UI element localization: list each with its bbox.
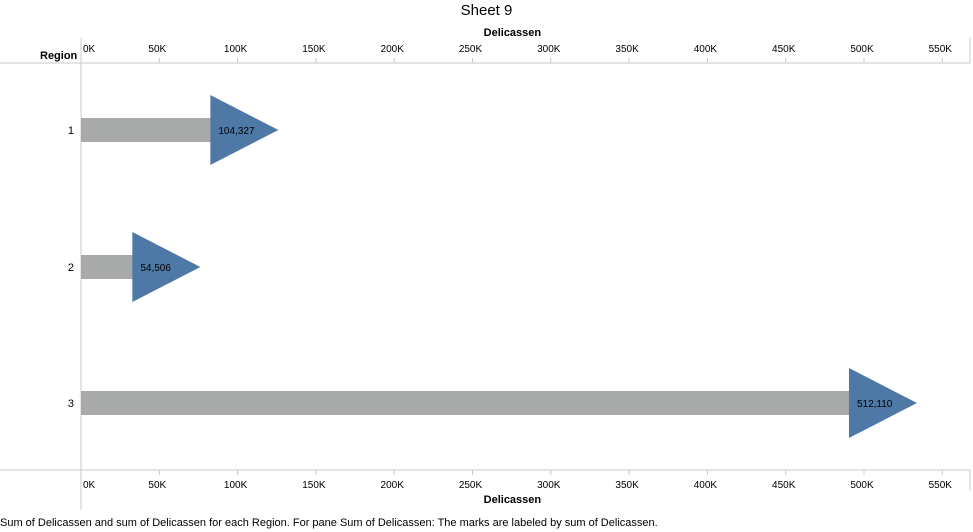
x-axis-title-bottom: Delicassen	[483, 494, 542, 506]
region-arrow-mark	[848, 368, 917, 438]
x-tick-label-top: 500K	[850, 44, 874, 55]
x-tick-label-top: 300K	[537, 44, 561, 55]
x-tick-label-bottom: 400K	[694, 480, 718, 491]
x-tick-label-top: 150K	[302, 44, 326, 55]
x-tick-label-top: 50K	[148, 44, 166, 55]
x-tick-label-top: 200K	[381, 44, 405, 55]
x-tick-label-top: 250K	[459, 44, 483, 55]
x-tick-label-bottom: 150K	[302, 480, 326, 491]
region-arrow-mark	[132, 232, 201, 302]
x-axis-title-top: Delicassen	[483, 27, 542, 39]
region-bar	[81, 391, 851, 415]
region-row-header: Region	[40, 50, 78, 62]
x-tick-label-top: 350K	[615, 44, 639, 55]
sheet-title: Sheet 9	[460, 2, 513, 19]
region-bar	[81, 118, 213, 142]
region-label: 1	[68, 125, 74, 137]
x-tick-label-bottom: 550K	[929, 480, 953, 491]
chart-caption: Sum of Delicassen and sum of Delicassen …	[0, 517, 658, 529]
x-tick-label-bottom: 100K	[224, 480, 248, 491]
x-tick-label-bottom: 250K	[459, 480, 483, 491]
x-tick-label-bottom: 450K	[772, 480, 796, 491]
region-label: 3	[68, 398, 74, 410]
chart-frame	[0, 38, 971, 510]
x-tick-label-bottom: 200K	[381, 480, 405, 491]
x-tick-label-bottom: 300K	[537, 480, 561, 491]
x-tick-label-top: 450K	[772, 44, 796, 55]
x-tick-label-top: 0K	[83, 44, 96, 55]
value-label: 104,327	[218, 126, 255, 137]
bottom-axis-ticks: 0K 50K 100K 150K 200K 250K 300K 350K 400K 450K 500…	[83, 470, 952, 491]
value-label: 512,110	[857, 399, 893, 410]
region-bar	[81, 255, 135, 279]
x-tick-label-top: 400K	[694, 44, 718, 55]
region-rows: 1 104,327 2 54,506 3 512,110	[68, 95, 917, 438]
top-axis-ticks: 0K 50K 100K 150K 200K 250K 300K 350K 400K 450K 500…	[83, 44, 952, 63]
x-tick-label-bottom: 500K	[850, 480, 874, 491]
region-arrow-mark	[210, 95, 279, 165]
x-tick-label-top: 100K	[224, 44, 248, 55]
x-tick-label-top: 550K	[929, 44, 953, 55]
x-tick-label-bottom: 50K	[148, 480, 166, 491]
x-tick-label-bottom: 350K	[615, 480, 639, 491]
region-label: 2	[68, 262, 74, 274]
value-label: 54,506	[140, 263, 171, 274]
x-tick-label-bottom: 0K	[83, 480, 96, 491]
